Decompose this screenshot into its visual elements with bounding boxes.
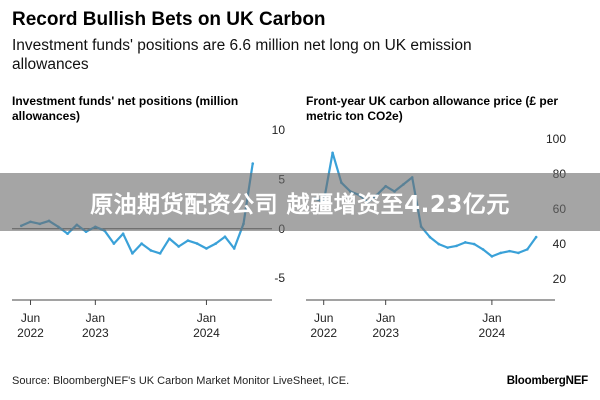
right-data-point — [437, 242, 441, 246]
right-data-point — [331, 151, 334, 155]
right-data-point — [490, 255, 494, 258]
left-x-tick-year: 2022 — [17, 326, 44, 340]
right-data-point — [481, 248, 485, 251]
left-data-point — [149, 249, 153, 252]
left-data-point — [214, 242, 218, 245]
left-x-tick-label: Jan — [86, 311, 105, 325]
right-data-point — [472, 242, 476, 246]
left-y-tick-label: 10 — [272, 123, 286, 137]
right-data-point — [525, 248, 529, 251]
right-data-point — [517, 251, 520, 255]
page-subtitle: Investment funds' positions are 6.6 mill… — [12, 37, 472, 73]
left-data-point — [177, 245, 180, 248]
source-note: Source: BloombergNEF's UK Carbon Market … — [12, 375, 350, 387]
right-data-point — [464, 241, 467, 244]
left-data-point — [205, 247, 208, 250]
right-chart-title: Front-year UK carbon allowance price (£ … — [306, 94, 559, 123]
right-data-point — [455, 244, 458, 248]
page-title: Record Bullish Bets on UK Carbon — [12, 9, 326, 30]
left-data-point — [251, 162, 255, 165]
left-y-tick-label: -5 — [274, 271, 285, 285]
left-data-point — [186, 239, 190, 242]
right-data-point — [534, 235, 538, 239]
right-y-tick-label: 20 — [553, 272, 567, 286]
left-data-point — [66, 232, 69, 235]
left-x-tick-label: Jun — [21, 311, 40, 325]
right-data-point — [428, 235, 432, 239]
right-x-tick-year: 2022 — [310, 326, 337, 340]
left-data-point — [158, 252, 162, 255]
right-y-tick-label: 100 — [546, 132, 566, 146]
left-data-point — [84, 230, 88, 234]
left-x-tick-year: 2023 — [82, 326, 109, 340]
right-x-tick-year: 2024 — [479, 326, 506, 340]
right-data-point — [508, 249, 511, 253]
right-x-tick-label: Jun — [314, 311, 333, 325]
left-data-point — [140, 242, 143, 245]
left-data-point — [131, 252, 134, 255]
left-data-point — [121, 232, 125, 235]
left-data-point — [223, 235, 227, 238]
left-x-tick-year: 2024 — [193, 326, 220, 340]
banner-text: 原油期货配资公司 越疆增资至4.23亿元 — [90, 192, 510, 218]
left-x-tick-label: Jan — [197, 311, 216, 325]
right-x-tick-label: Jan — [482, 311, 501, 325]
left-chart-title: Investment funds' net positions (million… — [12, 94, 239, 123]
right-data-point — [446, 246, 449, 249]
left-data-point — [168, 237, 171, 240]
brand-logo: BloombergNEF — [506, 375, 588, 387]
right-x-tick-label: Jan — [376, 311, 395, 325]
left-data-point — [195, 242, 199, 245]
left-data-point — [232, 247, 236, 250]
overlay-banner: 原油期货配资公司 越疆增资至4.23亿元 — [0, 173, 600, 231]
right-y-tick-label: 40 — [553, 237, 567, 251]
left-data-point — [112, 242, 116, 245]
right-x-tick-year: 2023 — [372, 326, 399, 340]
right-data-point — [499, 251, 503, 255]
